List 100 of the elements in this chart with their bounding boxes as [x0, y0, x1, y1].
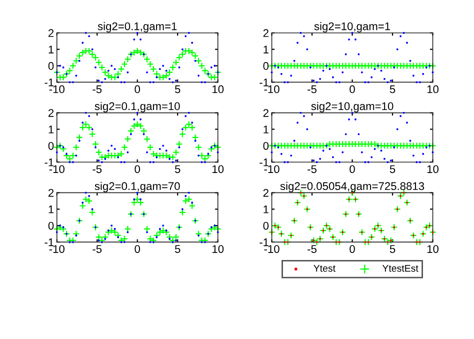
- point: [352, 62, 359, 70]
- point: [278, 142, 285, 150]
- point: [153, 70, 160, 78]
- point: [329, 62, 336, 70]
- chart-title: sig2=0.1,gam=70: [94, 182, 180, 192]
- point: [69, 152, 76, 160]
- x-tick-label: 10: [212, 165, 224, 174]
- point: [426, 222, 434, 230]
- point: [140, 50, 148, 58]
- point: [69, 236, 76, 244]
- point: [416, 142, 424, 150]
- x-tick-label: 0: [350, 245, 355, 253]
- point: [297, 142, 304, 150]
- x-tick-label: -5: [92, 85, 102, 94]
- point: [387, 142, 394, 150]
- point: [300, 142, 308, 150]
- point: [79, 202, 86, 210]
- chart-title: sig2=0.1,gam=1: [98, 22, 177, 32]
- point: [371, 62, 378, 70]
- point: [198, 152, 206, 160]
- point: [156, 228, 164, 236]
- point: [378, 62, 385, 70]
- y-tick-label: 1: [264, 206, 268, 214]
- point: [178, 208, 186, 216]
- point: [92, 54, 100, 62]
- point: [355, 62, 362, 70]
- chart-title: sig2=10,gam=10: [311, 102, 394, 112]
- point: [102, 68, 109, 76]
- point: [429, 62, 436, 70]
- point: [140, 127, 148, 134]
- point: [111, 152, 118, 160]
- x-tick-label: -10: [264, 245, 280, 253]
- point: [104, 152, 112, 160]
- x-tick-label: 0: [350, 85, 355, 94]
- point: [156, 152, 164, 160]
- point: [120, 235, 128, 242]
- point: [146, 235, 154, 242]
- point: [146, 60, 154, 68]
- point: [118, 236, 125, 244]
- point: [329, 234, 336, 241]
- point: [320, 142, 327, 150]
- x-tick-label: 5: [390, 165, 396, 174]
- point: [352, 140, 359, 148]
- point: [108, 227, 116, 234]
- point: [201, 67, 208, 74]
- point: [400, 142, 408, 150]
- point: [66, 155, 74, 162]
- point: [162, 228, 170, 236]
- point: [130, 199, 138, 206]
- point: [63, 230, 70, 238]
- point: [146, 144, 154, 151]
- x-tick-label: -5: [308, 165, 317, 174]
- point: [304, 62, 311, 70]
- x-tick-label: 10: [212, 245, 224, 253]
- point: [188, 49, 196, 56]
- point: [406, 142, 414, 150]
- point: [92, 224, 100, 231]
- point: [86, 124, 93, 132]
- point: [160, 74, 167, 81]
- point: [82, 47, 90, 54]
- point: [140, 210, 148, 218]
- point: [371, 225, 378, 232]
- point: [86, 47, 93, 54]
- y-tick-label: -1: [260, 78, 268, 86]
- point: [378, 227, 385, 234]
- point: [313, 142, 320, 150]
- point: [313, 62, 320, 70]
- point: [410, 232, 417, 239]
- x-tick-label: 10: [427, 85, 439, 94]
- x-tick-label: 10: [212, 85, 224, 94]
- point: [306, 142, 314, 150]
- point: [76, 217, 83, 224]
- point: [339, 228, 346, 236]
- point: [82, 120, 90, 128]
- point: [188, 124, 196, 132]
- point: [82, 196, 90, 203]
- point: [172, 234, 180, 241]
- point: [387, 62, 394, 70]
- point: [66, 236, 74, 244]
- point: [290, 142, 298, 150]
- point: [144, 225, 151, 232]
- point: [102, 154, 109, 161]
- x-tick-label: -10: [49, 85, 64, 94]
- point: [60, 225, 67, 232]
- point: [137, 49, 144, 56]
- point: [326, 140, 334, 148]
- point: [114, 232, 122, 239]
- point: [288, 232, 295, 239]
- y-tick-label: 0: [48, 222, 54, 230]
- point: [416, 62, 424, 70]
- point: [182, 124, 190, 132]
- x-tick-label: -10: [264, 165, 280, 174]
- point: [95, 148, 102, 156]
- point: [201, 155, 208, 162]
- point: [198, 62, 206, 70]
- point: [268, 228, 276, 236]
- y-tick-label: 2: [263, 109, 268, 117]
- point: [76, 134, 83, 141]
- point: [188, 202, 196, 210]
- point: [134, 47, 141, 54]
